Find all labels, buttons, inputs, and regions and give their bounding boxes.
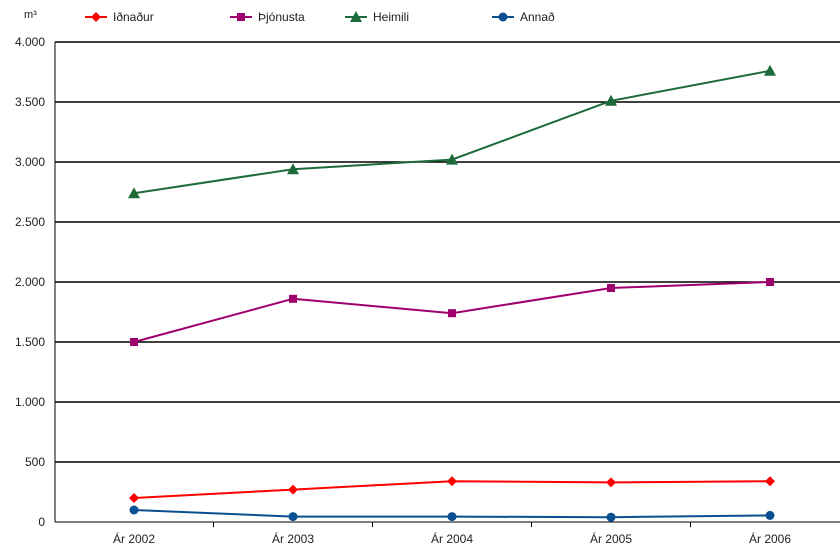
data-point [765,510,775,520]
series-layer [128,64,776,522]
y-tick-label: 1.500 [15,335,45,349]
y-tick-label: 3.000 [15,155,45,169]
y-tick-label: 1.000 [15,395,45,409]
data-point [605,94,617,106]
data-point [447,512,457,522]
y-tick-label: 4.000 [15,35,45,49]
data-point [765,476,775,487]
y-tick-label: 0 [38,515,45,529]
x-tick-label: Ár 2006 [749,531,791,546]
unit-label: m³ [24,9,37,21]
data-point [764,64,776,76]
x-tick-label: Ár 2003 [272,531,314,546]
y-tick-label: 2.000 [15,275,45,289]
legend-item: Iðnaður [85,10,154,24]
legend-marker [498,12,508,22]
y-tick-label: 500 [25,455,45,469]
data-point [287,163,299,175]
x-tick-label: Ár 2005 [590,531,632,546]
data-point [129,505,139,515]
legend-marker [350,11,362,22]
x-tick-label: Ár 2004 [431,531,473,546]
data-point [129,493,139,503]
legend-item: Þjónusta [230,10,305,24]
legend-item: Annað [492,10,555,24]
series-3 [129,505,775,522]
data-point [130,338,138,346]
data-point [288,512,298,522]
data-point [606,512,616,522]
gridlines [55,41,840,463]
data-point [128,187,140,199]
legend-label: Heimili [373,10,409,24]
y-tick-label: 2.500 [15,215,45,229]
data-point [289,294,297,303]
legend: Iðnaður Þjónusta Heimili Annað [85,10,555,24]
x-axis: Ár 2002 Ár 2003 Ár 2004 Ár 2005 Ár 2006 [55,521,840,546]
legend-label: Þjónusta [258,10,305,24]
series-1 [130,278,774,346]
data-point [607,284,615,292]
y-axis: 0 500 1.000 1.500 2.000 2.500 3.000 3.500 4.000 [15,35,56,529]
series-2 [128,64,776,199]
data-point [606,477,616,488]
legend-marker [91,12,101,22]
x-tick-label: Ár 2002 [113,531,155,546]
data-point [447,476,457,487]
data-point [448,309,456,318]
y-tick-label: 3.500 [15,95,45,109]
legend-label: Annað [520,10,555,24]
data-point [288,484,298,495]
legend-marker [237,13,245,21]
data-point [766,278,774,286]
series-line [133,69,771,195]
series-0 [129,476,775,503]
legend-label: Iðnaður [113,10,154,24]
data-point [446,153,458,165]
legend-item: Heimili [345,10,409,24]
